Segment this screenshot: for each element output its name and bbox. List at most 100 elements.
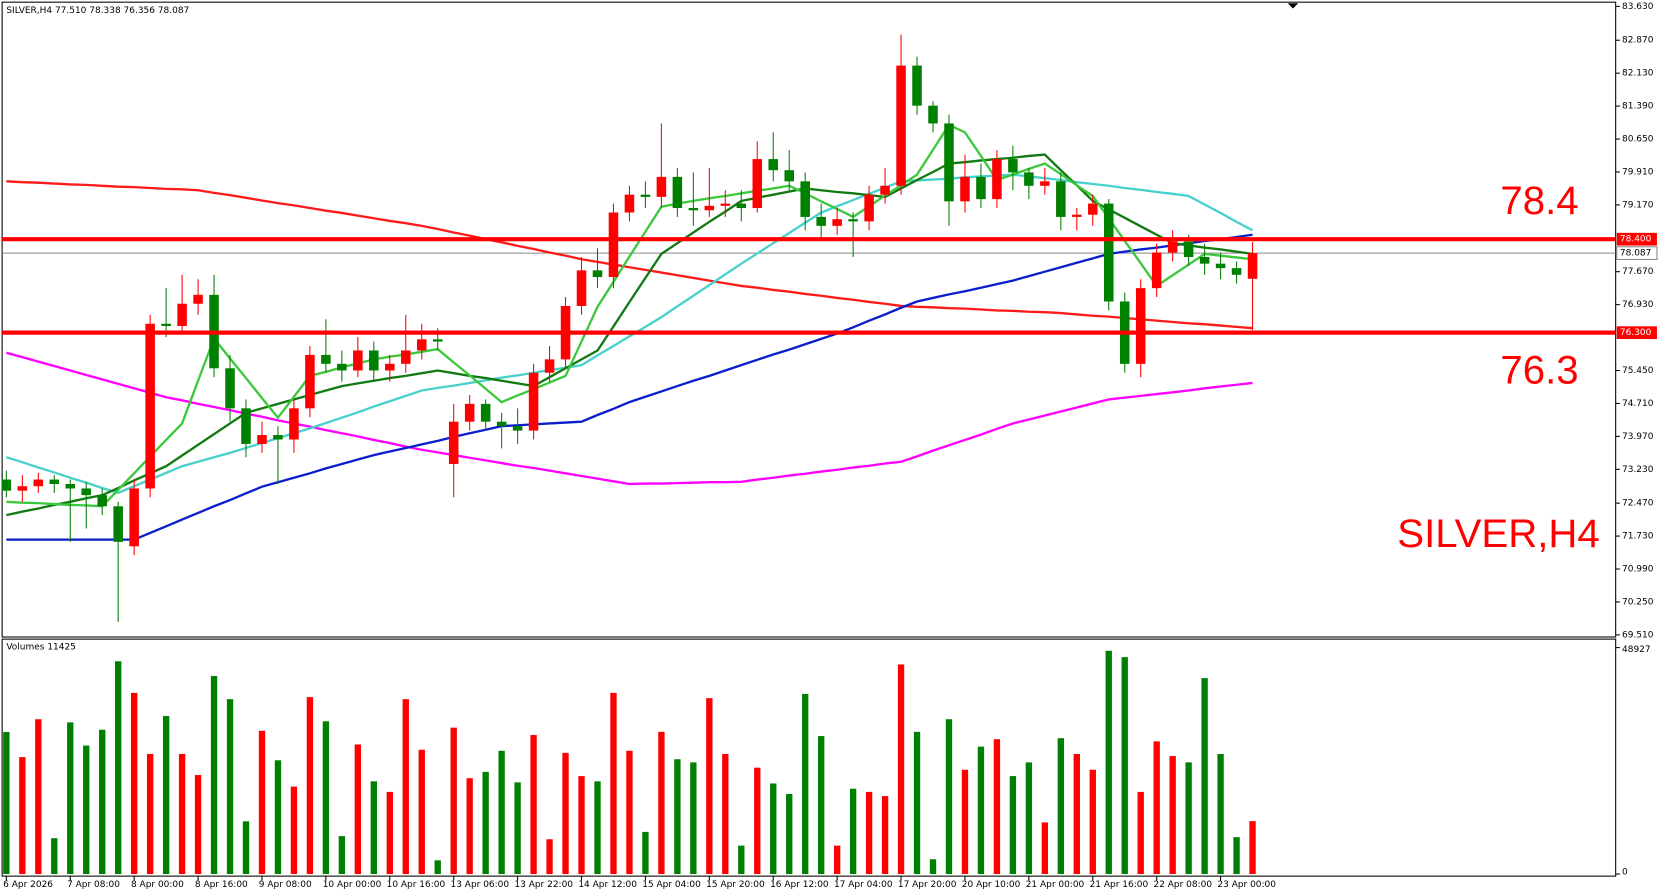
volume-bar [1169, 756, 1176, 875]
candle-body [976, 176, 986, 200]
candle-body [624, 194, 635, 213]
x-tick-label: 8 Apr 00:00 [131, 880, 184, 890]
candle-body [241, 408, 251, 444]
volume-bar [402, 699, 409, 875]
volume-last: 11425 [47, 642, 76, 652]
candle-body [1040, 181, 1050, 186]
volume-bar [674, 759, 681, 875]
candle-body [480, 403, 491, 422]
volume-bar [498, 750, 505, 875]
volume-bar [786, 794, 793, 875]
moving-average [6, 180, 1253, 330]
level-label: 76.3 [1500, 347, 1578, 392]
volume-tick-label: 48927 [1622, 645, 1651, 655]
candle-body [193, 294, 203, 304]
candle-body [1072, 214, 1082, 217]
candle-body [49, 479, 60, 485]
candle-body [1151, 252, 1162, 289]
volume-bar [450, 727, 457, 875]
volume-bar [1121, 657, 1128, 875]
current-price-label: 78.087 [1620, 249, 1651, 259]
volume-panel [1, 638, 1617, 877]
volume-bar [1105, 650, 1112, 875]
y-tick-label: 77.670 [1622, 267, 1654, 277]
volume-bar [993, 739, 1001, 875]
volume-bar [1073, 753, 1080, 875]
x-tick-label: 9 Apr 08:00 [259, 880, 312, 890]
volume-bar [226, 699, 234, 875]
candle-body [369, 350, 379, 371]
x-tick-label: 8 Apr 16:00 [195, 880, 248, 890]
volume-bar [642, 831, 649, 875]
candle-body [720, 203, 731, 206]
volume-bar [546, 839, 553, 875]
volume-bar [1217, 753, 1224, 875]
candle-body [353, 350, 363, 371]
volume-bar [274, 760, 282, 875]
volume-bar [1057, 738, 1064, 875]
volume-bar [115, 661, 122, 875]
volume-bar [19, 757, 26, 875]
volume-bar [1185, 762, 1192, 875]
volume-bar [865, 791, 873, 875]
candle-body [704, 205, 715, 211]
volume-bar [162, 716, 170, 875]
candle-body [289, 408, 299, 440]
candle-body [880, 185, 890, 195]
x-tick-label: 15 Apr 20:00 [706, 880, 765, 890]
candle-body [768, 159, 779, 171]
watermark: SILVER,H4 [1397, 511, 1600, 556]
candle-body [544, 359, 555, 373]
candle-body [145, 323, 155, 489]
volume-bar [961, 769, 969, 875]
volume-bar [1041, 822, 1049, 875]
volume-bar [67, 722, 74, 875]
y-tick-label: 71.730 [1622, 532, 1654, 542]
candle-body [576, 270, 587, 306]
volume-label: Volumes [6, 642, 44, 652]
x-tick-label: 17 Apr 04:00 [834, 880, 893, 890]
volume-bar [354, 744, 362, 875]
x-tick-label: 13 Apr 22:00 [514, 880, 573, 890]
candle-body [401, 350, 411, 364]
candle-body [864, 194, 874, 222]
candle-body [512, 426, 523, 431]
candle-body [1103, 203, 1114, 302]
volume-bar [722, 753, 729, 875]
volume-bar [338, 836, 346, 875]
volume-bar [833, 845, 841, 875]
volume-bar [1137, 791, 1144, 875]
header: SILVER,H4 77.510 78.338 76.356 78.087 [6, 6, 189, 16]
candle-body [944, 123, 954, 202]
x-tick-label: 23 Apr 00:00 [1217, 880, 1276, 890]
volume-bar [370, 781, 377, 875]
y-tick-label: 75.450 [1622, 366, 1654, 376]
volume-bar [626, 750, 633, 875]
candle-body [305, 354, 315, 409]
candle-body [736, 203, 747, 209]
candle-body [1199, 256, 1210, 264]
x-tick-label: 20 Apr 10:00 [962, 880, 1021, 890]
x-tick-label: 22 Apr 08:00 [1154, 880, 1213, 890]
candle-body [960, 176, 970, 202]
level-tag-label: 78.400 [1620, 235, 1652, 245]
y-tick-label: 72.470 [1622, 499, 1654, 509]
volume-bar [322, 721, 330, 875]
candle-body [65, 484, 76, 489]
candle-body [992, 159, 1002, 200]
y-tick-label: 74.710 [1622, 399, 1654, 409]
volume-bar [770, 783, 777, 875]
volume-bar [51, 838, 58, 875]
volume-bar [977, 746, 985, 875]
volume-bar [1025, 762, 1033, 875]
y-tick-label: 79.170 [1622, 200, 1654, 210]
candle-body [161, 323, 171, 326]
volume-bar [418, 749, 425, 875]
volume-bar [610, 692, 617, 875]
volume-bar [386, 791, 393, 875]
volume-bar [929, 859, 937, 875]
candle-body [1024, 172, 1034, 186]
candle-body [81, 488, 91, 496]
